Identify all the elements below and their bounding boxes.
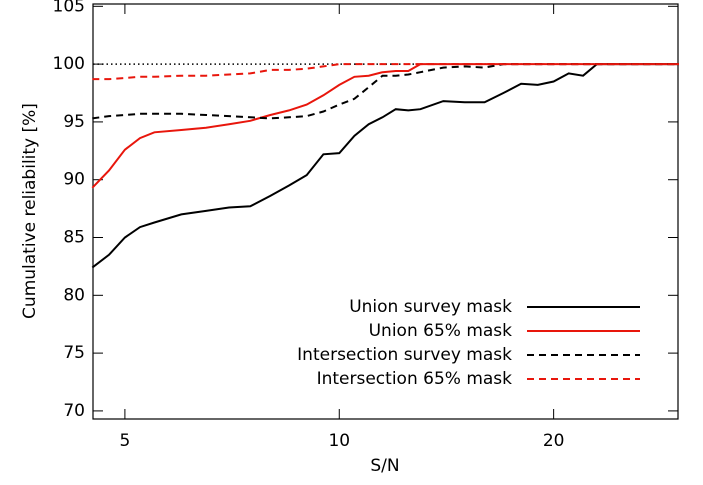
legend-label: Intersection survey mask xyxy=(297,345,512,365)
y-tick-label: 80 xyxy=(63,285,85,305)
x-tick-label: 20 xyxy=(543,431,565,451)
y-tick-label: 100 xyxy=(53,54,85,74)
x-axis-label: S/N xyxy=(370,456,399,476)
y-tick-label: 95 xyxy=(63,112,85,132)
series-line xyxy=(91,63,679,189)
series-line xyxy=(92,63,679,81)
x-tick-label: 10 xyxy=(328,431,350,451)
y-tick-label: 70 xyxy=(63,401,85,421)
x-tick-label: 5 xyxy=(119,431,130,451)
series-line xyxy=(91,63,679,269)
legend-label: Union survey mask xyxy=(349,297,512,317)
y-tick-label: 75 xyxy=(63,343,85,363)
legend-label: Intersection 65% mask xyxy=(317,369,513,389)
y-tick-label: 105 xyxy=(53,0,85,16)
y-tick-label: 90 xyxy=(63,170,85,190)
legend-label: Union 65% mask xyxy=(369,321,513,341)
y-tick-label: 85 xyxy=(63,228,85,248)
plot-frame xyxy=(92,3,679,420)
y-axis-label: Cumulative reliability [%] xyxy=(20,103,40,319)
